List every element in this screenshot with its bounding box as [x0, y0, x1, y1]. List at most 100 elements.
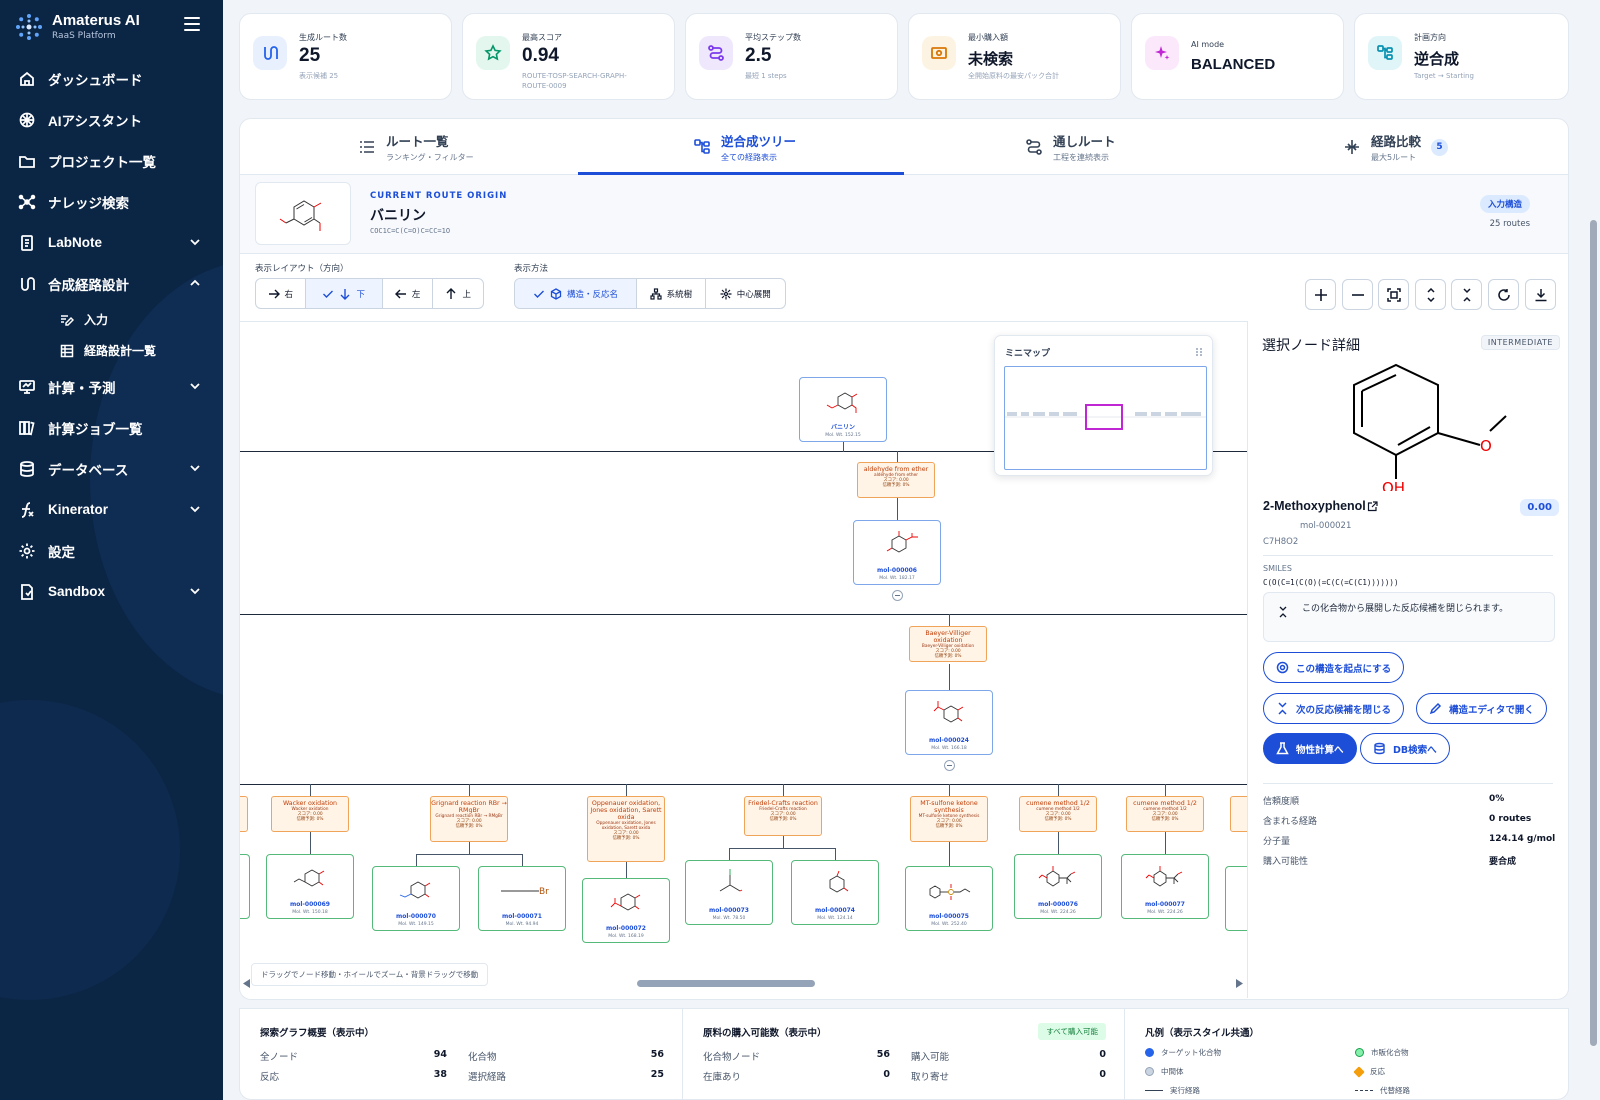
scrollbar-thumb[interactable] — [637, 980, 815, 987]
tree-node-purchasable[interactable]: mol-000070 Mol. Wt. 149.15 — [372, 866, 460, 931]
display-mode-label: 表示方法 — [514, 264, 549, 274]
tree-reaction-node-clipped[interactable] — [240, 796, 248, 832]
node-mw: Mol. Wt. 224.26 — [1040, 910, 1076, 915]
nav-calc-predict[interactable]: 計算・予測 — [0, 366, 223, 407]
tree-node-purchasable[interactable]: mol-000076 Mol. Wt. 224.26 — [1014, 854, 1102, 919]
tab-full-route[interactable]: 通しルート 工程を連続表示 — [1025, 119, 1116, 175]
nav-route-design[interactable]: 合成経路設計 — [0, 263, 223, 304]
brand[interactable]: Amaterus AI RaaS Platform — [14, 12, 140, 42]
drag-handle-icon[interactable] — [1195, 347, 1203, 357]
zoom-out-button[interactable] — [1342, 279, 1373, 310]
node-name: mol-000073 — [709, 907, 749, 914]
nav-calc-jobs[interactable]: 計算ジョブ一覧 — [0, 407, 223, 448]
minimap[interactable]: ミニマップ — [994, 335, 1213, 476]
nav-database[interactable]: データベース — [0, 448, 223, 489]
tree-node-purchasable[interactable]: mol-000073 Mol. Wt. 78.50 — [685, 860, 773, 925]
subnav-route-list[interactable]: 経路設計一覧 — [0, 335, 223, 366]
tree-reaction-node-clipped[interactable] — [1230, 796, 1247, 832]
reaction-score: スコア: 0.00 — [1045, 812, 1071, 817]
set-as-origin-button[interactable]: この構造を起点にする — [1263, 652, 1405, 683]
reaction-subname: aldehyde from ether — [873, 473, 919, 478]
layout-option-label: 右 — [284, 289, 294, 300]
minimap-viewport[interactable] — [1085, 404, 1123, 430]
nav-kinerator[interactable]: Kinerator — [0, 489, 223, 530]
expand-all-button[interactable] — [1415, 279, 1446, 310]
layout-right-button[interactable]: 右 — [256, 279, 306, 308]
summary-key: 化合物 — [468, 1052, 497, 1063]
tree-node-clipped[interactable] — [1225, 866, 1247, 931]
collapse-all-button[interactable] — [1451, 279, 1482, 310]
tree-node[interactable]: mol-000006 Mol. Wt. 182.17 — [853, 520, 941, 585]
summary-value: 56 — [876, 1049, 890, 1060]
display-radial-button[interactable]: 中心展開 — [706, 279, 785, 308]
layout-up-button[interactable]: 上 — [433, 279, 483, 308]
tree-reaction-node[interactable]: Baeyer-Villiger oxidation Baeyer-Villige… — [909, 626, 987, 662]
tree-reaction-node[interactable]: cumene method 1/2 cumene method 1/2 スコア:… — [1019, 796, 1097, 832]
tree-node-purchasable[interactable]: mol-000077 Mol. Wt. 224.26 — [1121, 854, 1209, 919]
compound-formula: C7H8O2 — [1263, 537, 1299, 547]
tab-route-compare[interactable]: 経路比較 最大5ルート 5 — [1343, 119, 1449, 175]
close-next-candidates-button[interactable]: 次の反応候補を閉じる — [1263, 693, 1405, 724]
radial-icon — [720, 288, 732, 299]
subnav-input[interactable]: 入力 — [0, 304, 223, 335]
property-calc-button[interactable]: 物性計算へ — [1263, 733, 1357, 764]
reaction-subname: Friedel-Crafts reaction — [759, 807, 807, 812]
reaction-confidence: 信頼予測: 0% — [934, 654, 962, 659]
tree-reaction-node[interactable]: cumene method 1/2 cumene method 1/2 スコア:… — [1126, 796, 1204, 832]
tree-node[interactable]: mol-000024 Mol. Wt. 166.18 — [905, 690, 993, 755]
node-mw: Mol. Wt. 182.17 — [879, 576, 915, 581]
scroll-left-icon[interactable] — [243, 979, 250, 988]
hamburger-menu-icon[interactable] — [184, 17, 200, 31]
tab-retro-tree[interactable]: 逆合成ツリー 全ての経路表示 — [693, 119, 796, 175]
nav-dashboard[interactable]: ダッシュボード — [0, 58, 223, 99]
button-label: 構造エディタで開く — [1449, 704, 1534, 716]
display-phylogeny-button[interactable]: 系統樹 — [637, 279, 706, 308]
tree-reaction-node[interactable]: MT-sulfone ketone synthesis MT-sulfone k… — [910, 796, 988, 842]
summary-key: 反応 — [260, 1072, 280, 1083]
tab-route-list[interactable]: ルート一覧 ランキング・フィルター — [358, 119, 474, 175]
route-tree-canvas[interactable]: バニリン Mol. Wt. 152.15 aldehyde from ether… — [240, 321, 1247, 999]
collapse-node-button[interactable] — [944, 760, 955, 771]
reaction-score: スコア: 0.00 — [456, 819, 482, 824]
tree-node-purchasable[interactable]: Br mol-000071 Mol. Wt. 94.94 — [478, 866, 566, 931]
reset-layout-button[interactable] — [1488, 279, 1519, 310]
tree-node-clipped[interactable] — [240, 854, 250, 919]
layout-left-button[interactable]: 左 — [383, 279, 434, 308]
tree-node-purchasable[interactable]: mol-000072 Mol. Wt. 168.19 — [582, 878, 670, 943]
db-search-button[interactable]: DB検索へ — [1360, 733, 1450, 764]
reaction-score: スコア: 0.00 — [935, 649, 961, 654]
minimap-preview[interactable] — [1004, 366, 1207, 470]
tree-reaction-node[interactable]: Wacker oxidation Wacker oxidation スコア: 0… — [271, 796, 349, 832]
page-vertical-scrollbar[interactable] — [1590, 220, 1597, 1046]
open-structure-editor-button[interactable]: 構造エディタで開く — [1416, 693, 1547, 724]
zoom-in-button[interactable] — [1305, 279, 1336, 310]
nav-settings[interactable]: 設定 — [0, 530, 223, 571]
node-name: mol-000077 — [1145, 901, 1185, 908]
tree-reaction-node[interactable]: Oppenauer oxidation, Jones oxidation, Sa… — [587, 796, 665, 862]
tree-node-purchasable[interactable]: mol-000074 Mol. Wt. 124.14 — [791, 860, 879, 925]
tree-node-purchasable[interactable]: mol-000069 Mol. Wt. 150.18 — [266, 854, 354, 919]
scroll-right-icon[interactable] — [1236, 979, 1243, 988]
nav-projects[interactable]: プロジェクト一覧 — [0, 140, 223, 181]
nav-label: Kinerator — [48, 502, 109, 517]
display-structure-reaction-button[interactable]: 構造・反応名 — [515, 279, 638, 308]
tree-node-root[interactable]: バニリン Mol. Wt. 152.15 — [799, 377, 887, 442]
nav-knowledge-search[interactable]: ナレッジ検索 — [0, 181, 223, 222]
download-button[interactable] — [1525, 279, 1556, 310]
origin-structure-thumbnail[interactable] — [255, 182, 351, 245]
tree-reaction-node[interactable]: aldehyde from ether aldehyde from ether … — [857, 462, 935, 498]
legend-label: 市販化合物 — [1371, 1048, 1409, 1057]
canvas-horizontal-scrollbar[interactable] — [240, 977, 1247, 990]
nav-label: 計算ジョブ一覧 — [48, 421, 143, 437]
nav-sandbox[interactable]: Sandbox — [0, 571, 223, 612]
collapse-node-button[interactable] — [892, 590, 903, 601]
fit-view-button[interactable] — [1378, 279, 1409, 310]
route-panel: ルート一覧 ランキング・フィルター 逆合成ツリー 全ての経路表示 通しルート 工程を連… — [239, 118, 1569, 1000]
layout-down-button[interactable]: 下 — [305, 279, 383, 308]
nav-ai-assistant[interactable]: AIアシスタント — [0, 99, 223, 140]
tree-reaction-node[interactable]: Grignard reaction RBr → RMgBr Grignard r… — [430, 796, 508, 842]
tree-node-purchasable[interactable]: mol-000075 Mol. Wt. 252.40 — [905, 866, 993, 931]
tree-reaction-node[interactable]: Friedel-Crafts reaction Friedel-Crafts r… — [744, 796, 822, 836]
external-link-icon[interactable] — [1367, 501, 1378, 512]
nav-labnote[interactable]: LabNote — [0, 222, 223, 263]
